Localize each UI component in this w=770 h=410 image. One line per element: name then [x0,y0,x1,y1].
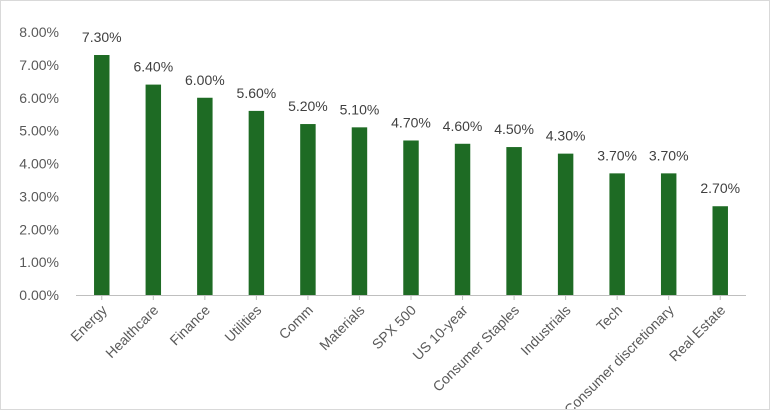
y-tick-label: 5.00% [19,123,59,139]
data-label: 6.00% [185,72,225,88]
bar-healthcare [145,84,162,295]
bars [94,55,728,296]
data-label: 6.40% [133,59,173,75]
x-tick-label: Comm [276,302,316,342]
data-label: 3.70% [649,147,689,163]
x-tick-label: Industrials [517,302,573,358]
y-tick-label: 3.00% [19,188,59,204]
y-axis: 0.00% 1.00% 2.00% 3.00% 4.00% 5.00% 6.00% 7.00%… [19,24,59,303]
data-label: 4.70% [391,114,431,130]
x-tick-label: Materials [316,302,367,353]
bar-materials [351,127,368,296]
y-tick-label: 8.00% [19,24,59,40]
bar-real-estate [712,206,728,295]
x-tick-label: Utilities [221,302,264,345]
bar-tech [609,173,625,295]
bar-spx-500 [403,140,419,295]
x-tick-label: Finance [166,302,213,349]
bar-industrials [557,153,574,295]
y-tick-label: 0.00% [19,287,59,303]
data-labels: 7.30% 6.40% 6.00% 5.60% 5.20% 5.10% 4.70% 4.60%… [82,29,740,196]
bar-consumer-staples [506,147,522,295]
x-tick-label: Energy [67,302,110,345]
data-label: 4.30% [546,128,586,144]
x-tick-label: Consumer Staples [429,302,522,395]
y-tick-label: 4.00% [19,156,59,172]
data-label: 4.60% [443,118,483,134]
data-label: 7.30% [82,29,122,45]
x-tick-label: SPX 500 [369,302,420,353]
bar-consumer-discretionary [660,173,677,295]
x-tick-label: Real Estate [666,302,729,365]
bar-finance [197,97,213,295]
data-label: 3.70% [597,147,637,163]
y-tick-label: 1.00% [19,254,59,270]
data-label: 5.10% [340,101,380,117]
data-label: 5.60% [237,85,277,101]
bar-comm [300,124,316,295]
x-tick-label: Healthcare [102,302,161,361]
data-label: 4.50% [494,121,534,137]
y-tick-label: 6.00% [19,90,59,106]
x-tick-label: Tech [593,302,625,334]
bar-utilities [248,110,265,296]
data-label: 5.20% [288,98,328,114]
bar-energy [94,55,110,296]
data-label: 2.70% [700,180,740,196]
y-tick-label: 2.00% [19,221,59,237]
y-tick-label: 7.00% [19,57,59,73]
bar-us-10-year [454,143,471,295]
